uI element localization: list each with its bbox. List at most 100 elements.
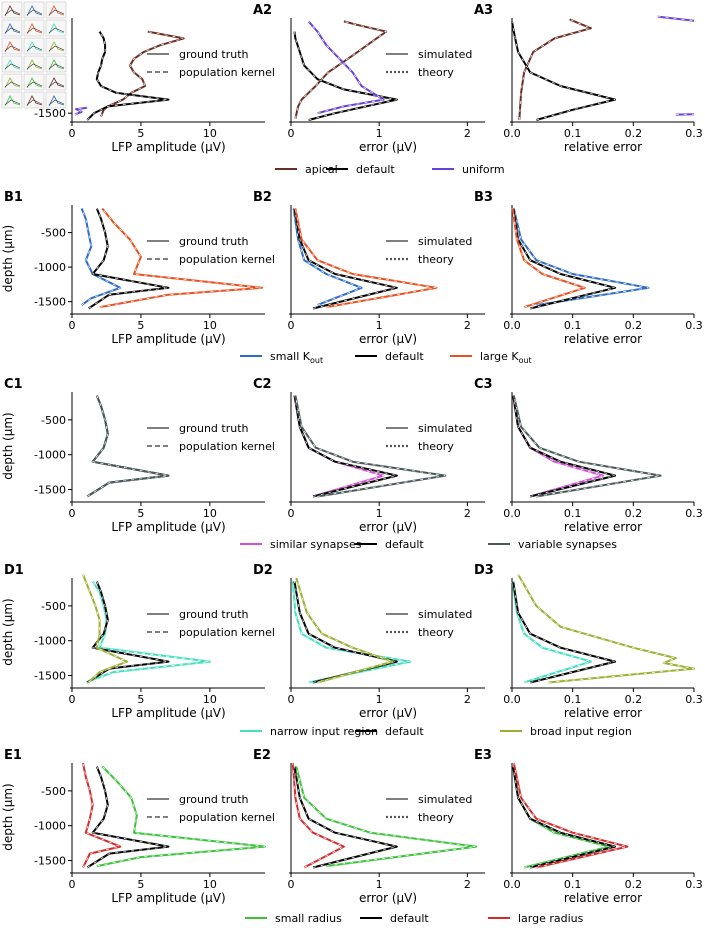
x-tick-label: 0.0 [503, 127, 521, 140]
y-tick-label: -500 [41, 414, 66, 427]
inset-thumbnail-image [2, 2, 66, 108]
x-tick-label: 0.0 [503, 878, 521, 891]
x-tick-label: 0.3 [685, 693, 703, 706]
legend-label: theory [418, 811, 454, 824]
series-dash-overlay [518, 575, 694, 683]
panel-label: D1 [4, 563, 24, 578]
x-tick-label: 0.2 [625, 878, 643, 891]
x-tick-label: 0.2 [625, 507, 643, 520]
panel-label: C1 [4, 377, 23, 392]
row-legend-subscript: out [310, 356, 323, 365]
row-legend-label: default [356, 163, 395, 176]
legend-label: simulated [418, 608, 472, 621]
x-tick-label: 2 [464, 878, 471, 891]
series-line-default [295, 767, 397, 868]
series-line-default [513, 582, 615, 683]
y-axis-label: depth (µm) [1, 598, 15, 665]
x-tick-label: 10 [203, 878, 217, 891]
x-axis-label: relative error [564, 891, 642, 905]
series-dash-overlay [295, 767, 397, 868]
panel-label: D3 [474, 563, 494, 578]
panel-label: B3 [474, 190, 493, 205]
x-axis-label: LFP amplitude (µV) [111, 520, 225, 534]
legend-label: simulated [418, 48, 472, 61]
series-line-default [295, 396, 397, 497]
series-line-large-radius [293, 763, 344, 868]
x-tick-label: 2 [464, 507, 471, 520]
x-tick-label: 0 [288, 878, 295, 891]
series-dash-overlay [514, 763, 628, 868]
x-tick-label: 1 [376, 878, 383, 891]
x-tick-label: 0.1 [564, 319, 582, 332]
legend-label: ground truth [179, 235, 249, 248]
x-tick-label: 0.0 [503, 319, 521, 332]
legend-label: population kernel [179, 811, 275, 824]
panel-label: B2 [253, 190, 272, 205]
legend-label: ground truth [179, 793, 249, 806]
series-dash-overlay [519, 19, 591, 120]
series-dash-overlay [293, 763, 344, 868]
x-tick-label: 0.1 [564, 507, 582, 520]
series-dash-overlay [295, 396, 397, 497]
x-axis-label: relative error [564, 520, 642, 534]
x-tick-label: 0 [288, 127, 295, 140]
legend-label: theory [418, 440, 454, 453]
x-tick-label: 5 [137, 878, 144, 891]
x-tick-label: 1 [376, 693, 383, 706]
panel-label: E3 [474, 748, 492, 763]
legend-label: ground truth [179, 608, 249, 621]
series-line-small-k-out [294, 209, 362, 306]
y-tick-label: -1000 [34, 820, 66, 833]
series-dash-overlay [87, 32, 168, 120]
row-legend-label: default [385, 350, 424, 363]
x-tick-label: 0 [69, 693, 76, 706]
x-tick-label: 0 [288, 507, 295, 520]
series-line-default [87, 32, 168, 120]
x-tick-label: 1 [376, 319, 383, 332]
legend-label: ground truth [179, 422, 249, 435]
x-tick-label: 0.3 [685, 319, 703, 332]
y-tick-label: -1000 [34, 261, 66, 274]
row-legend-label: default [385, 725, 424, 738]
panel-label: E2 [253, 748, 271, 763]
row-legend-label: variable synapses [518, 538, 617, 551]
x-tick-label: 0 [288, 693, 295, 706]
x-tick-label: 10 [203, 319, 217, 332]
row-legend-label: small radius [275, 912, 342, 925]
series-line-default [513, 396, 615, 497]
x-tick-label: 0.0 [503, 693, 521, 706]
legend-label: population kernel [179, 440, 275, 453]
y-tick-label: -1500 [34, 670, 66, 683]
x-tick-label: 0.2 [625, 127, 643, 140]
x-tick-label: 0.2 [625, 693, 643, 706]
x-tick-label: 5 [137, 319, 144, 332]
x-axis-label: error (µV) [359, 891, 417, 905]
series-line-broad-input-region [518, 575, 694, 683]
x-tick-label: 10 [203, 693, 217, 706]
x-axis-label: error (µV) [359, 332, 417, 346]
series-line-variable-synapses [514, 396, 661, 497]
x-tick-label: 5 [137, 127, 144, 140]
panel-label: A2 [253, 3, 272, 18]
y-tick-label: -500 [41, 785, 66, 798]
legend-label: simulated [418, 793, 472, 806]
y-tick-label: -1500 [34, 855, 66, 868]
x-tick-label: 0.3 [685, 507, 703, 520]
series-line-large-radius [514, 763, 628, 868]
x-tick-label: 0 [69, 507, 76, 520]
x-tick-label: 0 [69, 878, 76, 891]
x-axis-label: error (µV) [359, 140, 417, 154]
